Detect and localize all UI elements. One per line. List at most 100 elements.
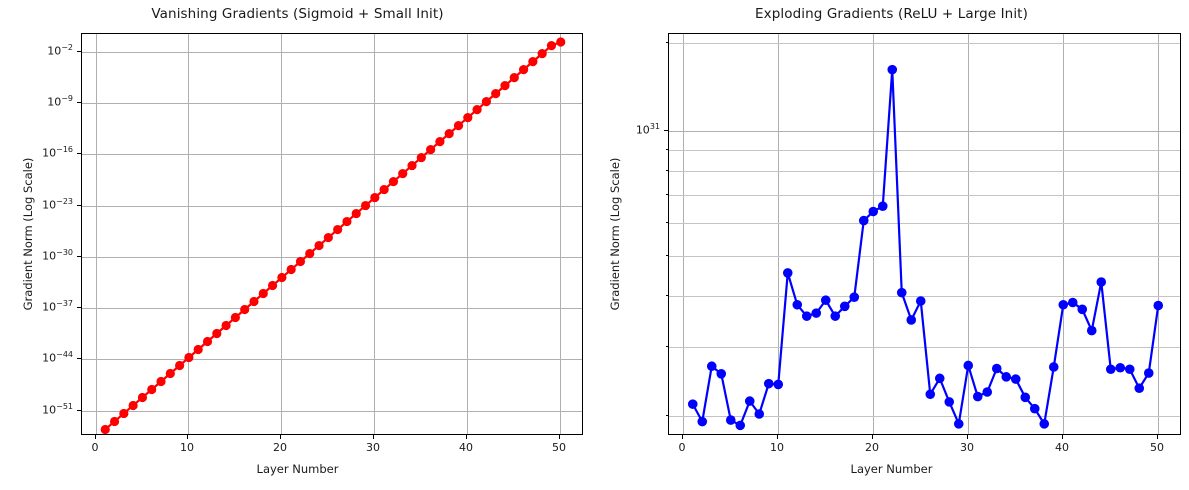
ytick-label-2: 10−16: [42, 144, 73, 160]
ytick-label-7: 10−51: [42, 401, 73, 417]
data-point-marker: [333, 224, 343, 235]
gridline-y-minor-5: [669, 223, 1180, 224]
data-point-marker: [100, 424, 110, 434]
data-point-marker: [444, 128, 454, 139]
data-point-marker: [1048, 362, 1059, 372]
gridline-y-7: [82, 359, 582, 360]
gridline-y-major: [669, 131, 1180, 132]
data-point-marker: [109, 416, 120, 427]
data-point-marker: [416, 152, 426, 163]
data-point-marker: [147, 384, 157, 395]
data-point-marker: [156, 376, 166, 387]
xtick-mark-50: [559, 435, 560, 439]
data-point-marker: [500, 81, 510, 91]
data-point-marker: [915, 296, 926, 306]
gridline-x-40: [1063, 34, 1064, 434]
gridline-x-30: [968, 34, 969, 434]
data-point-marker: [877, 201, 888, 211]
ytick-mark-8: [77, 410, 81, 411]
xtick-label-1: 10: [180, 441, 194, 454]
xaxis-label-vanishing: Layer Number: [256, 462, 339, 476]
data-point-marker: [379, 184, 389, 195]
xtick-label-2: 20: [273, 441, 287, 454]
panel-title-exploding: Exploding Gradients (ReLU + Large Init): [755, 6, 1028, 22]
data-point-marker: [972, 391, 983, 402]
data-point-marker: [258, 288, 268, 299]
data-point-marker: [370, 192, 380, 203]
ytick-mark-minor-5: [666, 222, 668, 223]
data-point-marker: [1010, 374, 1021, 384]
data-point-marker: [1105, 364, 1116, 375]
data-point-marker: [165, 368, 175, 379]
data-point-marker: [735, 420, 746, 431]
data-point-marker: [202, 336, 213, 347]
data-point-marker: [119, 408, 129, 419]
xtick-label-3: 30: [366, 441, 380, 454]
xtick-mark-30: [967, 435, 968, 439]
xtick-label-4: 40: [1055, 441, 1069, 454]
data-point-marker: [1001, 372, 1012, 382]
data-point-marker: [839, 301, 850, 312]
ytick-mark-minor-3: [666, 170, 668, 171]
series-vanishing-gradients: [100, 37, 566, 434]
gridline-y-minor-6: [669, 256, 1180, 257]
data-point-marker: [426, 144, 436, 155]
xtick-label-2: 20: [865, 441, 879, 454]
data-point-marker: [407, 160, 417, 171]
data-point-marker: [249, 296, 259, 307]
data-point-marker: [546, 41, 557, 51]
gridline-y-minor-1: [669, 43, 1180, 44]
data-point-marker: [472, 105, 482, 115]
data-point-marker: [286, 264, 296, 275]
series-line: [691, 68, 1160, 427]
data-point-marker: [1067, 297, 1078, 308]
data-point-marker: [528, 57, 538, 67]
xaxis-label-exploding: Layer Number: [850, 462, 933, 476]
data-point-marker: [725, 415, 736, 425]
data-point-marker: [744, 396, 755, 406]
data-point-marker: [830, 311, 841, 321]
data-point-marker: [1058, 299, 1069, 310]
data-point-marker: [1086, 325, 1097, 336]
xtick-mark-20: [872, 435, 873, 439]
xtick-mark-40: [466, 435, 467, 439]
data-point-marker: [782, 268, 793, 278]
yaxis-label-vanishing: Gradient Norm (Log Scale): [21, 157, 35, 311]
ytick-mark-minor-8: [666, 346, 668, 347]
data-point-marker: [481, 97, 491, 107]
gridline-x-0: [96, 34, 97, 434]
data-point-marker: [1029, 403, 1040, 414]
xtick-label-5: 50: [1150, 441, 1164, 454]
ytick-label-0: 10−2: [47, 42, 73, 58]
data-point-marker: [934, 373, 945, 384]
data-point-marker: [763, 378, 774, 389]
ytick-mark-minor-7: [666, 295, 668, 296]
data-point-marker: [137, 392, 148, 403]
data-point-marker: [982, 387, 993, 397]
data-point-marker: [801, 311, 812, 321]
xtick-mark-10: [187, 435, 188, 439]
ytick-mark-minor-1: [666, 42, 668, 43]
data-point-marker: [193, 344, 203, 355]
data-point-marker: [342, 216, 352, 227]
ytick-label-5: 10−37: [42, 298, 73, 314]
xtick-mark-40: [1062, 435, 1063, 439]
data-point-marker: [1020, 392, 1031, 403]
data-point-marker: [906, 315, 917, 325]
ytick-mark-6: [77, 307, 81, 308]
data-point-marker: [230, 312, 240, 323]
ytick-mark-5: [77, 256, 81, 257]
gridline-y-minor-2: [669, 150, 1180, 151]
data-point-marker: [953, 419, 964, 429]
xtick-mark-10: [777, 435, 778, 439]
data-point-marker: [295, 256, 306, 267]
panel-exploding-gradients: Exploding Gradients (ReLU + Large Init): [594, 0, 1189, 490]
gridline-y-minor-7: [669, 296, 1180, 297]
data-point-marker: [1143, 368, 1154, 378]
data-point-marker: [537, 49, 547, 59]
data-point-marker: [277, 272, 287, 283]
data-point-marker: [128, 400, 138, 411]
data-point-marker: [305, 248, 315, 259]
gridline-x-50: [560, 34, 561, 434]
